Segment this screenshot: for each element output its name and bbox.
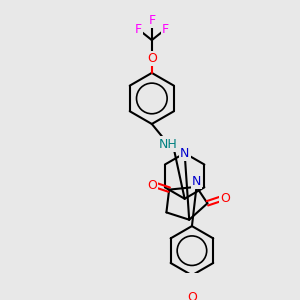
Text: F: F: [162, 23, 169, 36]
Text: O: O: [187, 291, 197, 300]
Text: F: F: [135, 23, 142, 36]
Text: O: O: [147, 52, 157, 65]
Text: O: O: [147, 178, 157, 192]
Text: O: O: [220, 192, 230, 205]
Text: N: N: [180, 147, 189, 160]
Text: F: F: [148, 14, 155, 27]
Text: NH: NH: [159, 137, 178, 151]
Text: N: N: [192, 175, 201, 188]
